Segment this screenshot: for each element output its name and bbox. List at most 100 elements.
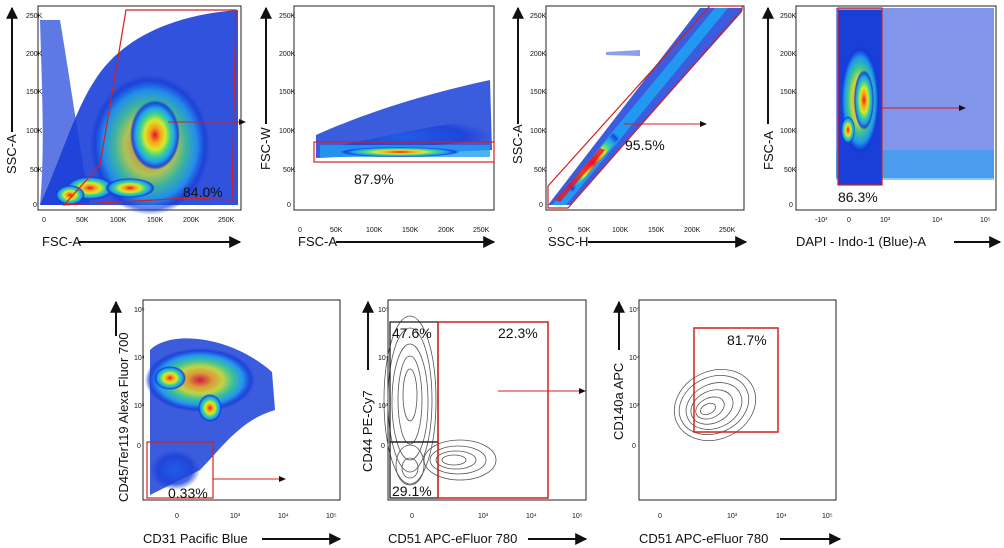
p5-xtick-1e4: 10⁴ (278, 513, 289, 520)
p5-gate (146, 441, 214, 499)
panel-6: 47.6% 22.3% 29.1% 10⁵ 10⁴ 10³ 0 0 10³ 10… (360, 299, 588, 546)
p7-ytick-0: 0 (632, 443, 636, 450)
p7-xtick-1e5: 10⁵ (822, 513, 833, 520)
p4-ytick-200k: 200K (780, 51, 797, 58)
p4-ytick-150k: 150K (780, 89, 797, 96)
p3-y-label: SSC-A (510, 124, 525, 164)
p4-xtick-1e5: 10⁵ (980, 217, 991, 224)
p6-gate-label-2: 22.3% (498, 325, 538, 341)
p2-y-label: FSC-W (258, 127, 273, 170)
p1-x-label: FSC-A (42, 234, 81, 249)
p5-xtick-0: 0 (175, 513, 179, 520)
p7-ytick-1e5: 10⁵ (629, 307, 640, 314)
p1-ytick-100k: 100K (26, 128, 43, 135)
p2-ytick-100k: 100K (279, 128, 296, 135)
p4-ytick-250k: 250K (780, 13, 797, 20)
p6-ytick-1e5: 10⁵ (378, 307, 389, 314)
p3-density (548, 8, 742, 205)
p5-gate-label: 0.33% (168, 485, 208, 501)
p1-xtick-50k: 50K (76, 217, 89, 224)
p2-xtick-150k: 150K (402, 227, 419, 234)
p3-x-label: SSC-H (548, 234, 588, 249)
p1-gate-label: 84.0% (183, 184, 223, 200)
p5-density (145, 338, 275, 495)
p1-ytick-0: 0 (33, 202, 37, 209)
panel-3: 95.5% 250K 200K 150K 100K 50K 0 0 50K 10… (510, 5, 748, 249)
p7-xtick-0: 0 (658, 513, 662, 520)
p6-xtick-0: 0 (410, 513, 414, 520)
p1-ytick-150k: 150K (26, 89, 43, 96)
p4-xtick-0: 0 (847, 217, 851, 224)
p5-ytick-0: 0 (137, 443, 141, 450)
p1-ytick-200k: 200K (26, 51, 43, 58)
p7-y-label: CD140a APC (611, 363, 626, 440)
p4-xtick-neg1000: -10³ (815, 217, 828, 224)
p2-gate (313, 141, 495, 163)
p3-arrowhead (700, 121, 707, 127)
p3-xtick-250k: 250K (719, 227, 736, 234)
p7-contours (673, 369, 757, 441)
p3-xtick-50k: 50K (578, 227, 591, 234)
p3-ytick-200k: 200K (530, 51, 547, 58)
p2-xtick-0: 0 (298, 227, 302, 234)
p5-x-label: CD31 Pacific Blue (143, 531, 248, 546)
p7-x-label: CD51 APC-eFluor 780 (639, 531, 768, 546)
p6-gate-label-1: 47.6% (392, 325, 432, 341)
p1-density (40, 10, 238, 215)
p2-ytick-250k: 250K (279, 13, 296, 20)
p5-ytick-1e3: 10³ (134, 403, 145, 410)
p4-density (836, 8, 994, 185)
p3-gate (547, 5, 743, 209)
p3-xtick-0: 0 (548, 227, 552, 234)
p3-ytick-150k: 150K (530, 89, 547, 96)
p1-xtick-0: 0 (42, 217, 46, 224)
p2-ytick-150k: 150K (279, 89, 296, 96)
p1-gate (62, 9, 237, 206)
p2-gate-label: 87.9% (354, 171, 394, 187)
p6-x-label: CD51 APC-eFluor 780 (388, 531, 517, 546)
p3-ytick-100k: 100K (530, 128, 547, 135)
p7-gate-label: 81.7% (727, 332, 767, 348)
p2-xtick-250k: 250K (473, 227, 490, 234)
panel-2: 87.9% 250K 200K 150K 100K 50K 0 0 50K 10… (258, 5, 496, 249)
p2-xtick-200k: 200K (438, 227, 455, 234)
p6-xtick-1e3: 10³ (478, 513, 489, 520)
p2-x-label: FSC-A (298, 234, 337, 249)
p6-gate-label-3: 29.1% (392, 483, 432, 499)
p6-arrowhead (579, 388, 586, 394)
p7-xtick-1e4: 10⁴ (776, 513, 787, 520)
p1-ytick-50k: 50K (30, 167, 43, 174)
p3-gate-label: 95.5% (625, 137, 665, 153)
p6-contours (383, 315, 497, 486)
p5-xtick-1e5: 10⁵ (326, 513, 337, 520)
p6-xtick-1e5: 10⁵ (572, 513, 583, 520)
p3-xtick-150k: 150K (648, 227, 665, 234)
p4-y-label: FSC-A (761, 131, 776, 170)
p4-gate-label: 86.3% (838, 189, 878, 205)
p6-y-label: CD44 PE-Cy7 (360, 390, 375, 472)
p1-xtick-100k: 100K (110, 217, 127, 224)
p1-xtick-200k: 200K (183, 217, 200, 224)
p7-ytick-1e4: 10⁴ (629, 355, 640, 362)
p5-xtick-1e3: 10³ (230, 513, 241, 520)
p2-ytick-50k: 50K (283, 167, 296, 174)
p4-xtick-1e3: 10³ (880, 217, 891, 224)
p2-xtick-50k: 50K (330, 227, 343, 234)
p7-xtick-1e3: 10³ (727, 513, 738, 520)
p6-ytick-1e3: 10³ (378, 403, 389, 410)
p1-arrowhead (239, 119, 246, 125)
p2-ytick-200k: 200K (279, 51, 296, 58)
p4-ytick-100k: 100K (780, 128, 797, 135)
p1-xtick-250k: 250K (218, 217, 235, 224)
panel-4: 86.3% 250K 200K 150K 100K 50K 0 -10³ 0 1… (761, 5, 1002, 249)
p5-arrowhead (279, 476, 286, 482)
p5-ytick-1e4: 10⁴ (134, 355, 145, 362)
p4-xtick-1e4: 10⁴ (932, 217, 943, 224)
p1-y-label: SSC-A (4, 134, 19, 174)
p5-ytick-1e5: 10⁵ (134, 307, 145, 314)
p3-ytick-50k: 50K (534, 167, 547, 174)
p7-gate (693, 327, 779, 433)
p4-ytick-50k: 50K (784, 167, 797, 174)
p7-ytick-1e3: 10³ (629, 403, 640, 410)
